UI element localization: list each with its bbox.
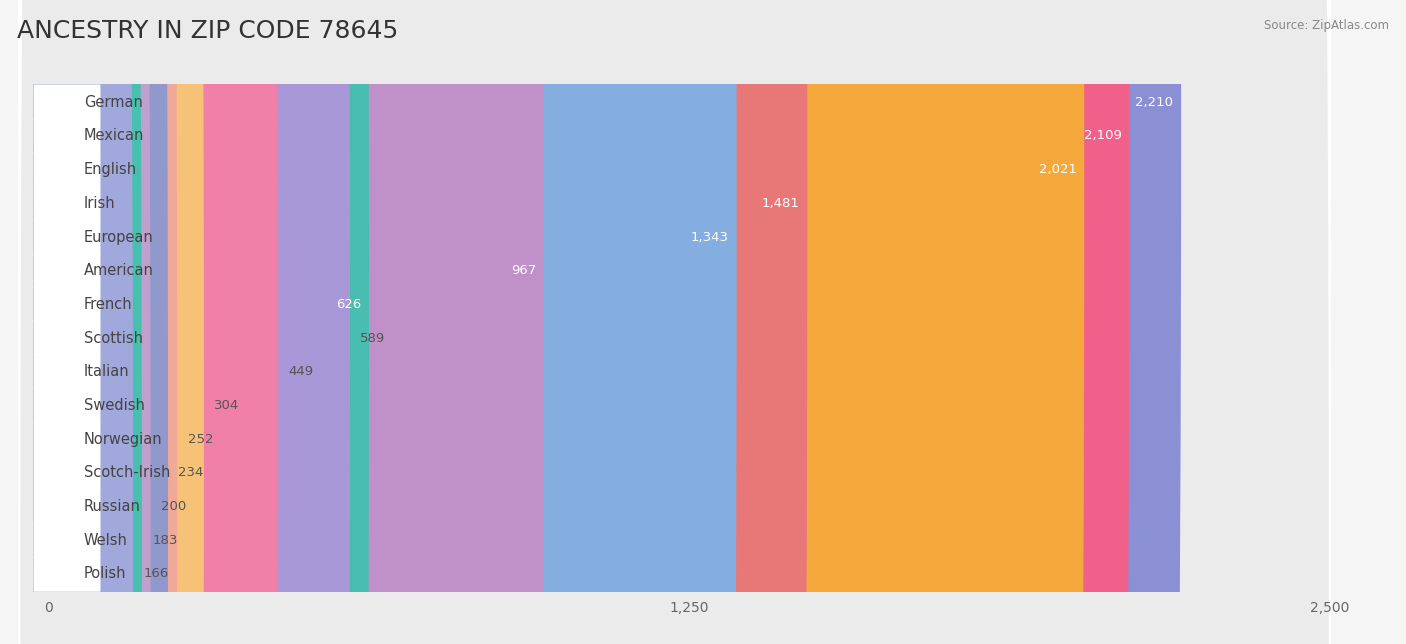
FancyBboxPatch shape: [20, 0, 1330, 644]
FancyBboxPatch shape: [34, 219, 100, 255]
FancyBboxPatch shape: [34, 253, 100, 289]
FancyBboxPatch shape: [34, 0, 1084, 644]
FancyBboxPatch shape: [20, 0, 1330, 644]
Text: 2,021: 2,021: [1039, 163, 1077, 176]
FancyBboxPatch shape: [20, 0, 1330, 644]
FancyBboxPatch shape: [34, 0, 204, 644]
FancyBboxPatch shape: [34, 421, 100, 457]
Text: European: European: [84, 229, 153, 245]
Text: 589: 589: [360, 332, 385, 345]
Text: Mexican: Mexican: [84, 128, 145, 144]
Text: 2,109: 2,109: [1084, 129, 1122, 142]
FancyBboxPatch shape: [34, 0, 368, 644]
FancyBboxPatch shape: [34, 0, 169, 644]
FancyBboxPatch shape: [20, 0, 1330, 644]
Text: 234: 234: [179, 466, 204, 479]
FancyBboxPatch shape: [20, 0, 1330, 644]
Text: 1,481: 1,481: [762, 197, 800, 210]
FancyBboxPatch shape: [20, 0, 1330, 644]
FancyBboxPatch shape: [20, 0, 1330, 644]
Text: 626: 626: [336, 298, 361, 311]
Text: 166: 166: [143, 567, 169, 580]
FancyBboxPatch shape: [34, 455, 100, 491]
FancyBboxPatch shape: [20, 0, 1330, 644]
Text: ANCESTRY IN ZIP CODE 78645: ANCESTRY IN ZIP CODE 78645: [17, 19, 398, 43]
FancyBboxPatch shape: [34, 0, 544, 644]
FancyBboxPatch shape: [34, 354, 100, 390]
FancyBboxPatch shape: [34, 0, 134, 644]
Text: 1,343: 1,343: [690, 231, 728, 243]
Text: 252: 252: [187, 433, 212, 446]
FancyBboxPatch shape: [34, 0, 1129, 644]
FancyBboxPatch shape: [34, 556, 100, 592]
FancyBboxPatch shape: [34, 84, 100, 120]
FancyBboxPatch shape: [20, 0, 1330, 644]
Text: 304: 304: [214, 399, 239, 412]
FancyBboxPatch shape: [34, 0, 737, 644]
FancyBboxPatch shape: [20, 0, 1330, 644]
FancyBboxPatch shape: [34, 0, 1181, 644]
FancyBboxPatch shape: [34, 0, 807, 644]
FancyBboxPatch shape: [34, 118, 100, 154]
FancyBboxPatch shape: [34, 185, 100, 221]
FancyBboxPatch shape: [34, 320, 100, 356]
Text: 2,210: 2,210: [1136, 96, 1174, 109]
FancyBboxPatch shape: [20, 0, 1330, 644]
FancyBboxPatch shape: [34, 152, 100, 187]
FancyBboxPatch shape: [20, 0, 1330, 644]
Text: Scotch-Irish: Scotch-Irish: [84, 466, 170, 480]
Text: 183: 183: [152, 534, 177, 547]
Text: 967: 967: [510, 264, 536, 277]
Text: Russian: Russian: [84, 499, 141, 514]
Text: American: American: [84, 263, 153, 278]
Text: Welsh: Welsh: [84, 533, 128, 548]
Text: Norwegian: Norwegian: [84, 431, 163, 447]
Text: Swedish: Swedish: [84, 398, 145, 413]
FancyBboxPatch shape: [34, 0, 177, 644]
FancyBboxPatch shape: [34, 287, 100, 322]
FancyBboxPatch shape: [34, 489, 100, 524]
FancyBboxPatch shape: [34, 0, 142, 644]
Text: English: English: [84, 162, 136, 177]
FancyBboxPatch shape: [34, 0, 278, 644]
FancyBboxPatch shape: [34, 0, 150, 644]
FancyBboxPatch shape: [20, 0, 1330, 644]
Text: Scottish: Scottish: [84, 330, 143, 346]
Text: German: German: [84, 95, 143, 109]
Text: Polish: Polish: [84, 567, 127, 582]
FancyBboxPatch shape: [20, 0, 1330, 644]
Text: Source: ZipAtlas.com: Source: ZipAtlas.com: [1264, 19, 1389, 32]
FancyBboxPatch shape: [34, 0, 350, 644]
Text: Italian: Italian: [84, 365, 129, 379]
FancyBboxPatch shape: [20, 0, 1330, 644]
Text: 200: 200: [160, 500, 186, 513]
Text: Irish: Irish: [84, 196, 115, 211]
FancyBboxPatch shape: [34, 388, 100, 423]
Text: 449: 449: [288, 365, 314, 378]
Text: French: French: [84, 297, 132, 312]
FancyBboxPatch shape: [34, 522, 100, 558]
